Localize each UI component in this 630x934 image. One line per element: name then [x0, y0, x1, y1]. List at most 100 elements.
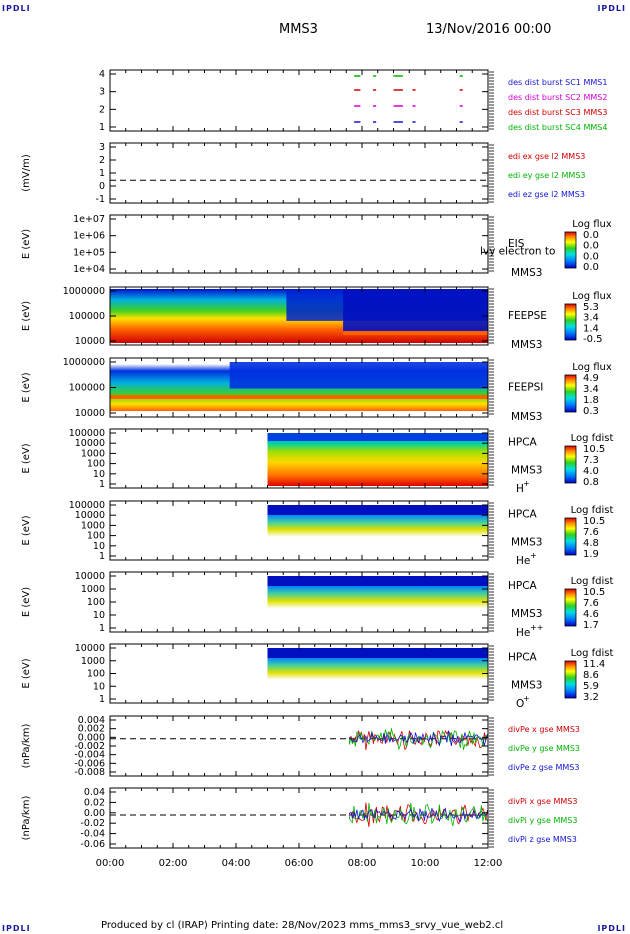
corner-label-bottom-right: IPDLI [597, 924, 626, 933]
panel-frame [109, 214, 489, 274]
colorbar-value: 1.8 [583, 395, 599, 406]
x-tick-label: 10:00 [411, 858, 440, 869]
legend-entry: edi ez gse l2 MMS3 [508, 190, 585, 199]
colorbar [564, 445, 577, 484]
colorbar-title: Log flux [572, 291, 612, 302]
legend-entry: divPe x gse MMS3 [508, 725, 580, 734]
colorbar-value: 5.9 [583, 681, 599, 692]
y-tick-label: 100000 [69, 428, 105, 439]
instrument-sub-label: MMS3 [511, 536, 542, 548]
colorbar-title: Log flux [572, 362, 612, 373]
colorbar-value: 8.6 [583, 670, 599, 681]
panel-divpe [109, 715, 494, 777]
colorbar-value: 4.0 [583, 466, 599, 477]
series-line-2 [349, 730, 488, 747]
y-tick-label: 100 [87, 459, 105, 470]
y-tick-label: 1 [99, 479, 105, 490]
species-label: O [516, 698, 524, 710]
corner-label-top-right: IPDLI [597, 4, 626, 13]
y-tick-label: 10000 [75, 510, 105, 521]
colorbar-value: 3.2 [583, 692, 599, 703]
legend-entry: divPe z gse MMS3 [508, 763, 579, 772]
instrument-label: FEEPSE [508, 310, 547, 322]
y-tick-label: 4 [99, 69, 105, 80]
y-tick-label: 1 [99, 168, 105, 179]
y-tick-label: 0.004 [78, 715, 105, 726]
legend-entry: des dist burst SC4 MMS4 [508, 123, 607, 132]
y-tick-label: 1e+05 [73, 247, 105, 258]
legend-entry: des dist burst SC2 MMS2 [508, 93, 607, 102]
x-tick-label: 04:00 [222, 858, 251, 869]
panel-hpca_h [109, 428, 577, 489]
y-tick-label: 10000 [75, 643, 105, 654]
x-tick-label: 08:00 [348, 858, 377, 869]
instrument-label: HPCA [508, 652, 538, 664]
species-superscript: + [523, 479, 530, 488]
instrument-sub-label: MMS3 [511, 464, 542, 476]
y-tick-label: 0.04 [84, 787, 105, 798]
y-tick-label: 10 [93, 469, 105, 480]
instrument-label: EIS [508, 238, 525, 250]
panel-edi [109, 142, 494, 204]
colorbar-value: 0.0 [583, 262, 599, 273]
colorbar [564, 660, 577, 699]
y-tick-label: 1 [99, 694, 105, 705]
legend-entry: divPi z gse MMS3 [508, 835, 577, 844]
colorbar-value: 0.0 [583, 251, 599, 262]
panel-frame [109, 142, 489, 204]
colorbar-value: 10.5 [583, 444, 605, 455]
footer-credits: Produced by cl (IRAP) Printing date: 28/… [101, 920, 504, 931]
colorbar-value: 7.6 [583, 527, 599, 538]
y-tick-label: 1e+04 [73, 264, 105, 275]
instrument-label: FEEPSI [508, 381, 543, 393]
series-line-2 [349, 807, 488, 823]
y-axis-label: E (eV) [21, 515, 32, 545]
y-tick-label: 0.00 [84, 808, 105, 819]
y-tick-label: -0.06 [80, 839, 105, 850]
colorbar-value: 7.6 [583, 598, 599, 609]
spectrogram-band [267, 576, 488, 586]
spectrogram-band [267, 648, 488, 658]
y-tick-label: 0.002 [78, 724, 105, 735]
species-superscript: + [523, 694, 530, 703]
y-tick-label: 1000000 [63, 357, 105, 368]
y-axis-label: E (eV) [21, 587, 32, 617]
y-tick-label: 1000 [81, 584, 105, 595]
panel-eis [109, 214, 577, 274]
y-tick-label: 1000000 [63, 286, 105, 297]
y-tick-label: 10000 [75, 408, 105, 419]
instrument-sub-label: MMS3 [511, 411, 542, 423]
y-tick-label: -0.002 [74, 741, 105, 752]
colorbar-value: 0.8 [583, 477, 599, 488]
y-tick-label: -1 [96, 194, 105, 205]
y-axis-label: E (eV) [21, 443, 32, 473]
y-tick-label: 1000 [81, 448, 105, 459]
instrument-sub-label: MMS3 [511, 267, 542, 279]
y-tick-label: 100 [87, 531, 105, 542]
colorbar-value: 1.7 [583, 620, 599, 631]
colorbar-value: 1.9 [583, 549, 599, 560]
y-tick-label: 0 [99, 181, 105, 192]
y-tick-label: 1 [99, 623, 105, 634]
instrument-sub-label: MMS3 [511, 339, 542, 351]
colorbar-value: 3.4 [583, 384, 599, 395]
colorbar-value: 0.0 [583, 241, 599, 252]
colorbar [564, 374, 577, 413]
x-tick-label: 02:00 [159, 858, 188, 869]
y-tick-label: 100 [87, 597, 105, 608]
spectrogram-band [267, 505, 488, 515]
legend-entry: divPi y gse MMS3 [508, 816, 577, 825]
y-tick-label: 10000 [75, 438, 105, 449]
colorbar-value: 1.4 [583, 323, 599, 334]
y-tick-label: 100000 [69, 500, 105, 511]
species-label: He [516, 555, 530, 567]
x-tick-label: 00:00 [96, 858, 125, 869]
y-axis-label: E (eV) [21, 658, 32, 688]
colorbar-value: -0.5 [583, 334, 603, 345]
x-tick-label: 06:00 [285, 858, 314, 869]
species-label: H [516, 483, 524, 495]
colorbar [564, 588, 577, 627]
spectrogram-band [343, 331, 488, 335]
panel-hpca_he [109, 500, 577, 561]
